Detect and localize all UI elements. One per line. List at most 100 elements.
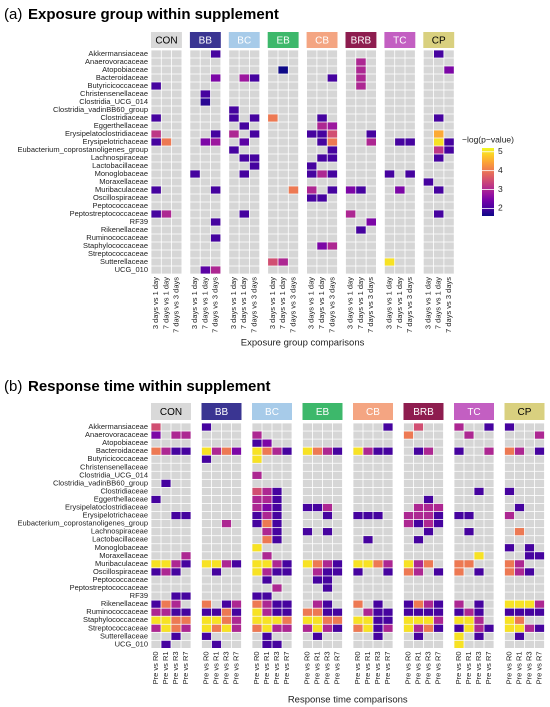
empty-cell [524,632,535,640]
empty-cell [403,552,414,560]
facet-label: BRB [351,36,372,47]
heat-cell [252,624,262,632]
empty-cell [514,544,525,552]
heat-cell [249,162,260,170]
heat-cell [317,242,327,250]
empty-cell [161,520,171,528]
heat-cell [307,170,317,178]
empty-cell [249,234,260,242]
heat-cell [252,616,262,624]
heat-cell [504,616,515,624]
column-label: Pre vs R1 [363,651,372,684]
legend-tick-label: 4 [498,165,503,175]
empty-cell [356,138,366,146]
heat-cell [272,536,282,544]
empty-cell [433,560,444,568]
empty-cell [327,178,338,186]
empty-cell [403,455,414,463]
heat-cell [201,447,212,455]
empty-cell [262,479,272,487]
heat-cell [403,568,414,576]
heat-cell [384,170,395,178]
row-label: Erysipelatoclostridiaceae [65,129,148,138]
empty-cell [161,74,172,82]
empty-cell [444,234,454,242]
facet-label: CB [366,407,380,418]
heat-cell [302,616,313,624]
heat-cell [229,114,239,122]
heat-cell [363,560,373,568]
empty-cell [302,600,313,608]
empty-cell [312,463,323,471]
empty-cell [231,431,242,439]
heat-cell [231,560,242,568]
heat-cell [433,568,444,576]
empty-cell [444,90,454,98]
heat-cell [252,447,262,455]
empty-cell [210,202,221,210]
empty-cell [252,640,262,648]
empty-cell [384,218,395,226]
empty-cell [464,447,474,455]
empty-cell [434,122,444,130]
empty-cell [524,455,535,463]
empty-cell [317,162,327,170]
column-label: 7 days vs 1 day [317,277,326,329]
empty-cell [514,463,525,471]
empty-cell [534,536,545,544]
empty-cell [395,106,405,114]
heat-cell [282,608,292,616]
empty-cell [201,544,212,552]
empty-cell [322,463,333,471]
empty-cell [278,178,288,186]
heat-cell [161,640,171,648]
empty-cell [151,536,161,544]
empty-cell [231,479,242,487]
empty-cell [395,162,405,170]
empty-cell [282,511,292,520]
heat-cell [454,616,464,624]
empty-cell [249,98,260,106]
column-label: Pre vs R3 [423,651,432,684]
empty-cell [161,178,172,186]
column-label: 3 days vs 1 day [268,277,277,329]
heat-cell [161,616,171,624]
empty-cell [403,576,414,584]
empty-cell [434,162,444,170]
empty-cell [423,576,434,584]
heat-cell [363,536,373,544]
heat-cell [423,608,434,616]
empty-cell [524,592,535,600]
heat-cell [262,592,272,600]
empty-cell [423,568,434,576]
heat-cell [252,520,262,528]
empty-cell [444,162,454,170]
heat-cell [211,616,222,624]
heat-cell [161,210,172,218]
heat-cell [373,608,383,616]
empty-cell [454,479,464,487]
empty-cell [454,495,464,504]
heat-cell [322,624,333,632]
heat-cell [373,600,383,608]
empty-cell [239,202,249,210]
empty-cell [332,528,343,536]
facet-header [345,32,377,48]
empty-cell [534,560,545,568]
empty-cell [151,170,161,178]
empty-cell [366,90,376,98]
heat-cell [221,624,232,632]
empty-cell [434,74,444,82]
empty-cell [514,431,525,439]
heat-cell [534,608,545,616]
empty-cell [272,632,282,640]
heat-cell [262,560,272,568]
empty-cell [484,455,494,463]
heat-cell [272,600,282,608]
empty-cell [161,487,171,496]
empty-cell [384,234,395,242]
column-label: 7 days vs 3 days [288,277,297,333]
heat-cell [171,632,181,640]
empty-cell [484,616,494,624]
empty-cell [239,114,249,122]
